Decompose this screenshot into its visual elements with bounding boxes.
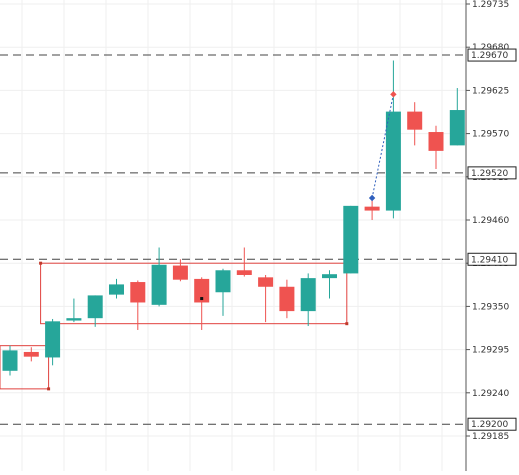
level-label: 1.29520 — [471, 169, 508, 179]
level-label-box — [467, 417, 517, 431]
candle-down — [236, 270, 252, 275]
candle-up — [215, 270, 231, 293]
candle-up — [45, 321, 61, 358]
axis-tick-label: 1.29570 — [472, 130, 509, 140]
box-handle — [47, 387, 51, 391]
level-label: 1.29200 — [471, 420, 508, 430]
axis-tick-label: 1.29240 — [472, 389, 509, 399]
marker-diamond — [390, 91, 397, 98]
candle-down — [407, 111, 423, 130]
candle-down — [130, 282, 146, 303]
marker-dot — [200, 297, 204, 301]
marker-diamond — [368, 194, 376, 202]
box-handle — [345, 322, 349, 326]
candle-down — [23, 351, 39, 357]
axis-tick-label: 1.29350 — [472, 302, 509, 312]
candle-down — [194, 278, 210, 303]
axis-tick-label: 1.29680 — [472, 43, 509, 53]
candle-up — [449, 110, 465, 146]
range-box — [40, 262, 348, 325]
axis-tick-label: 1.29185 — [472, 432, 509, 442]
candle-up — [109, 284, 124, 295]
candle-down — [428, 132, 444, 151]
price-axis-background — [466, 0, 519, 471]
candle-up — [300, 278, 316, 312]
candle-up — [66, 318, 82, 321]
candle-down — [364, 206, 380, 211]
candle-up — [87, 295, 103, 319]
candle-down — [258, 277, 274, 287]
level-label-box — [467, 166, 517, 180]
candle-down — [279, 286, 295, 312]
candle-down — [172, 265, 188, 280]
candle-up — [322, 274, 337, 279]
level-label-box — [467, 48, 517, 62]
box-handle — [39, 261, 43, 265]
projection-line — [371, 94, 394, 199]
axis-tick-label: 1.29625 — [472, 86, 509, 96]
range-box — [0, 345, 50, 390]
candle-up — [343, 205, 359, 274]
level-label: 1.29670 — [471, 51, 508, 61]
candle-up — [151, 264, 167, 305]
level-label: 1.29410 — [471, 255, 508, 265]
axis-tick-label: 1.29735 — [472, 0, 509, 10]
level-label-box — [467, 252, 517, 266]
axis-tick-label: 1.29295 — [472, 346, 509, 356]
candle-up — [385, 111, 401, 211]
candle-up — [2, 350, 18, 371]
axis-tick-label: 1.29460 — [472, 216, 509, 226]
